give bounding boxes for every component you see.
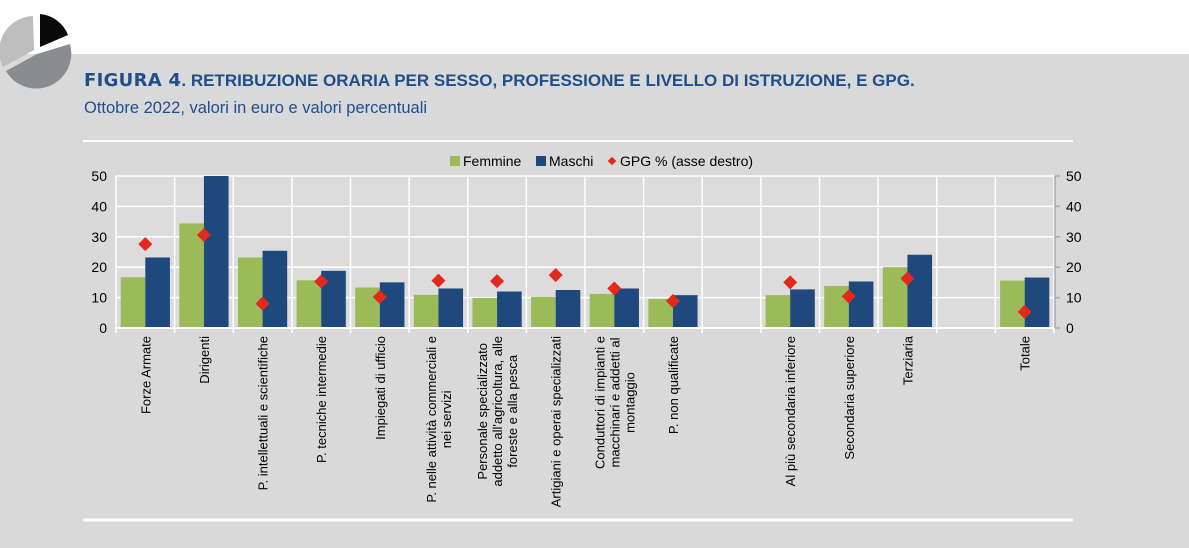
x-category-label: montaggio	[622, 372, 637, 433]
axes	[116, 176, 1056, 329]
gpg-marker	[783, 275, 798, 290]
legend-swatch-femmine	[450, 156, 460, 166]
figure-title-text: . RETRIBUZIONE ORARIA PER SESSO, PROFESS…	[181, 71, 915, 90]
y-tick-label-left: 40	[91, 198, 107, 214]
gpg-marker	[138, 237, 153, 252]
bar-maschi	[790, 289, 815, 328]
bar-femmine	[237, 257, 263, 328]
bar-femmine	[589, 293, 615, 328]
x-axis-labels: Forze Armate Dirigenti P. intellettuali e …	[138, 335, 1032, 507]
y-tick-label-left: 10	[91, 290, 107, 306]
x-category-label: Artigiani e operai specializzati	[549, 336, 564, 507]
bar-maschi	[497, 291, 522, 328]
bar-femmine	[413, 294, 439, 328]
gpg-marker	[900, 271, 915, 286]
bar-maschi	[614, 288, 639, 328]
bar-femmine	[179, 223, 204, 328]
x-category-label: Terziaria	[900, 335, 915, 385]
gpg-marker	[255, 296, 270, 311]
bars	[120, 176, 1050, 328]
bar-femmine	[472, 297, 498, 328]
bar-maschi	[203, 176, 229, 328]
bar-maschi	[262, 250, 288, 328]
y-tick-label-right: 30	[1066, 229, 1082, 245]
x-category-label: addetto all'agricoltura, alle	[490, 336, 505, 487]
x-category-label: P. tecniche intermedie	[314, 336, 329, 463]
gpg-marker	[665, 293, 680, 308]
bar-femmine	[296, 280, 322, 328]
y-tick-label-right: 0	[1066, 320, 1074, 336]
gpg-marker	[490, 274, 505, 289]
x-category-label: Forze Armate	[138, 336, 153, 414]
legend-label-gpg: GPG % (asse destro)	[620, 153, 753, 169]
y-tick-label-left: 30	[91, 229, 107, 245]
gpg-marker	[548, 268, 563, 283]
gpg-marker	[1017, 304, 1032, 319]
x-category-label: P. non qualificate	[666, 336, 681, 434]
x-category-label: Secondaria superiore	[842, 336, 857, 460]
bar-maschi	[555, 290, 581, 328]
legend-label-femmine: Femmine	[463, 153, 522, 169]
x-category-label: P. intellettuali e scientifiche	[256, 336, 271, 490]
y-tick-label-left: 50	[91, 168, 107, 184]
x-category-label: P. nelle attività commerciali e	[424, 336, 439, 503]
legend: Femmine Maschi GPG % (asse destro)	[450, 153, 753, 169]
y-tick-label-right: 20	[1066, 259, 1082, 275]
gpg-marker	[841, 289, 856, 304]
y-tick-label-right: 10	[1066, 290, 1082, 306]
legend-swatch-maschi	[536, 156, 546, 166]
x-category-label: nei servizi	[439, 390, 454, 448]
y-axis-left: 0 10 20 30 40 50	[91, 168, 107, 336]
bar-femmine	[765, 295, 791, 328]
logo-slice-gray	[6, 44, 72, 89]
x-category-label: Totale	[1018, 336, 1033, 371]
logo-slice-black	[40, 14, 68, 47]
bar-femmine	[824, 286, 849, 328]
pie-chart-icon	[0, 14, 72, 89]
bar-femmine	[355, 287, 380, 328]
bar-femmine	[120, 277, 146, 328]
bar-maschi	[907, 254, 933, 328]
y-tick-label-left: 0	[99, 320, 107, 336]
bar-maschi	[848, 281, 874, 328]
x-category-label: Al più secondaria inferiore	[783, 336, 798, 486]
legend-marker-gpg	[607, 156, 617, 166]
bar-maschi	[1024, 277, 1050, 328]
y-axis-right: 0 10 20 30 40 50	[1055, 168, 1082, 336]
bar-femmine	[1000, 280, 1025, 328]
x-category-label: Personale specializzato	[475, 343, 490, 480]
figure-label: FIGURA 4	[84, 70, 182, 91]
legend-label-maschi: Maschi	[549, 153, 593, 169]
x-category-label: macchinari e addetti al	[607, 337, 622, 467]
y-tick-label-right: 50	[1066, 168, 1082, 184]
figure-title: FIGURA 4. RETRIBUZIONE ORARIA PER SESSO,…	[84, 70, 915, 91]
gpg-marker	[372, 289, 387, 304]
figure-subtitle: Ottobre 2022, valori in euro e valori pe…	[84, 99, 428, 117]
bar-maschi	[145, 257, 170, 328]
x-category-label: foreste e alla pesca	[505, 354, 520, 468]
y-tick-label-right: 40	[1066, 198, 1082, 214]
x-category-label: Dirigenti	[197, 336, 212, 384]
y-tick-label-left: 20	[91, 259, 107, 275]
x-category-label: Impiegati di ufficio	[373, 336, 388, 440]
gpg-marker	[607, 281, 622, 296]
bar-femmine	[531, 296, 556, 328]
x-category-label: Conduttori di impianti e	[592, 336, 607, 469]
logo-slice-light	[0, 16, 34, 67]
gpg-marker	[196, 227, 211, 242]
gpg-markers	[138, 227, 1032, 319]
gpg-marker	[314, 274, 329, 289]
bar-maschi	[438, 288, 464, 328]
bar-maschi	[379, 282, 405, 328]
gpg-marker	[431, 273, 446, 288]
